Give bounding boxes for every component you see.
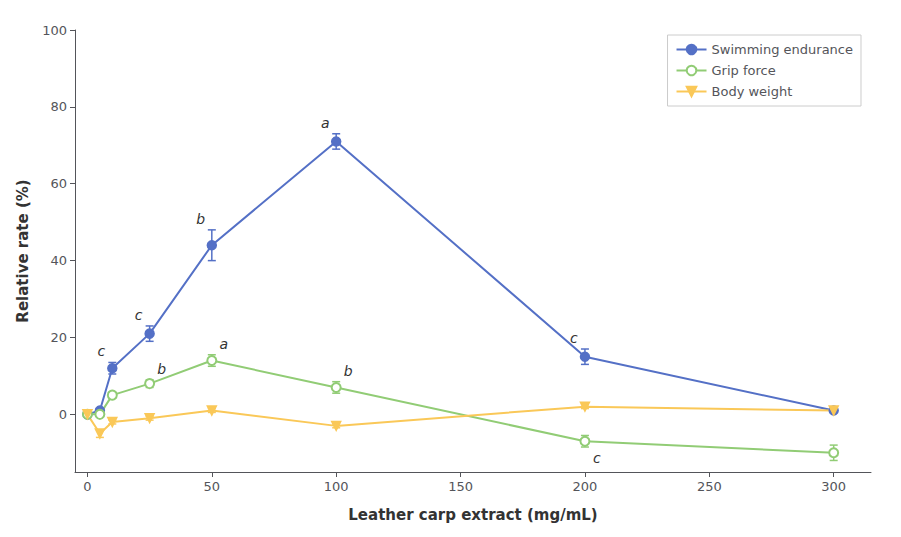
svg-text:Grip force: Grip force bbox=[712, 63, 776, 78]
svg-text:100: 100 bbox=[42, 23, 67, 38]
svg-text:150: 150 bbox=[448, 479, 473, 494]
svg-text:b: b bbox=[196, 211, 205, 227]
svg-text:Swimming endurance: Swimming endurance bbox=[712, 42, 853, 57]
svg-text:Body weight: Body weight bbox=[712, 84, 793, 99]
svg-text:c: c bbox=[97, 343, 105, 359]
svg-text:Leather carp extract (mg/mL): Leather carp extract (mg/mL) bbox=[348, 506, 597, 524]
svg-text:250: 250 bbox=[697, 479, 722, 494]
svg-text:40: 40 bbox=[50, 253, 67, 268]
svg-text:b: b bbox=[344, 363, 353, 379]
svg-text:300: 300 bbox=[821, 479, 846, 494]
svg-text:b: b bbox=[157, 361, 166, 377]
svg-text:a: a bbox=[321, 115, 330, 131]
svg-text:80: 80 bbox=[50, 99, 67, 114]
svg-text:c: c bbox=[593, 450, 601, 466]
svg-text:c: c bbox=[570, 330, 578, 346]
svg-text:100: 100 bbox=[324, 479, 349, 494]
svg-text:a: a bbox=[220, 336, 229, 352]
svg-text:c: c bbox=[135, 307, 143, 323]
svg-text:60: 60 bbox=[50, 176, 67, 191]
svg-text:Relative rate (%): Relative rate (%) bbox=[14, 179, 32, 322]
svg-text:0: 0 bbox=[83, 479, 91, 494]
svg-text:20: 20 bbox=[50, 330, 67, 345]
svg-text:50: 50 bbox=[204, 479, 221, 494]
svg-text:0: 0 bbox=[59, 407, 67, 422]
svg-text:200: 200 bbox=[573, 479, 598, 494]
